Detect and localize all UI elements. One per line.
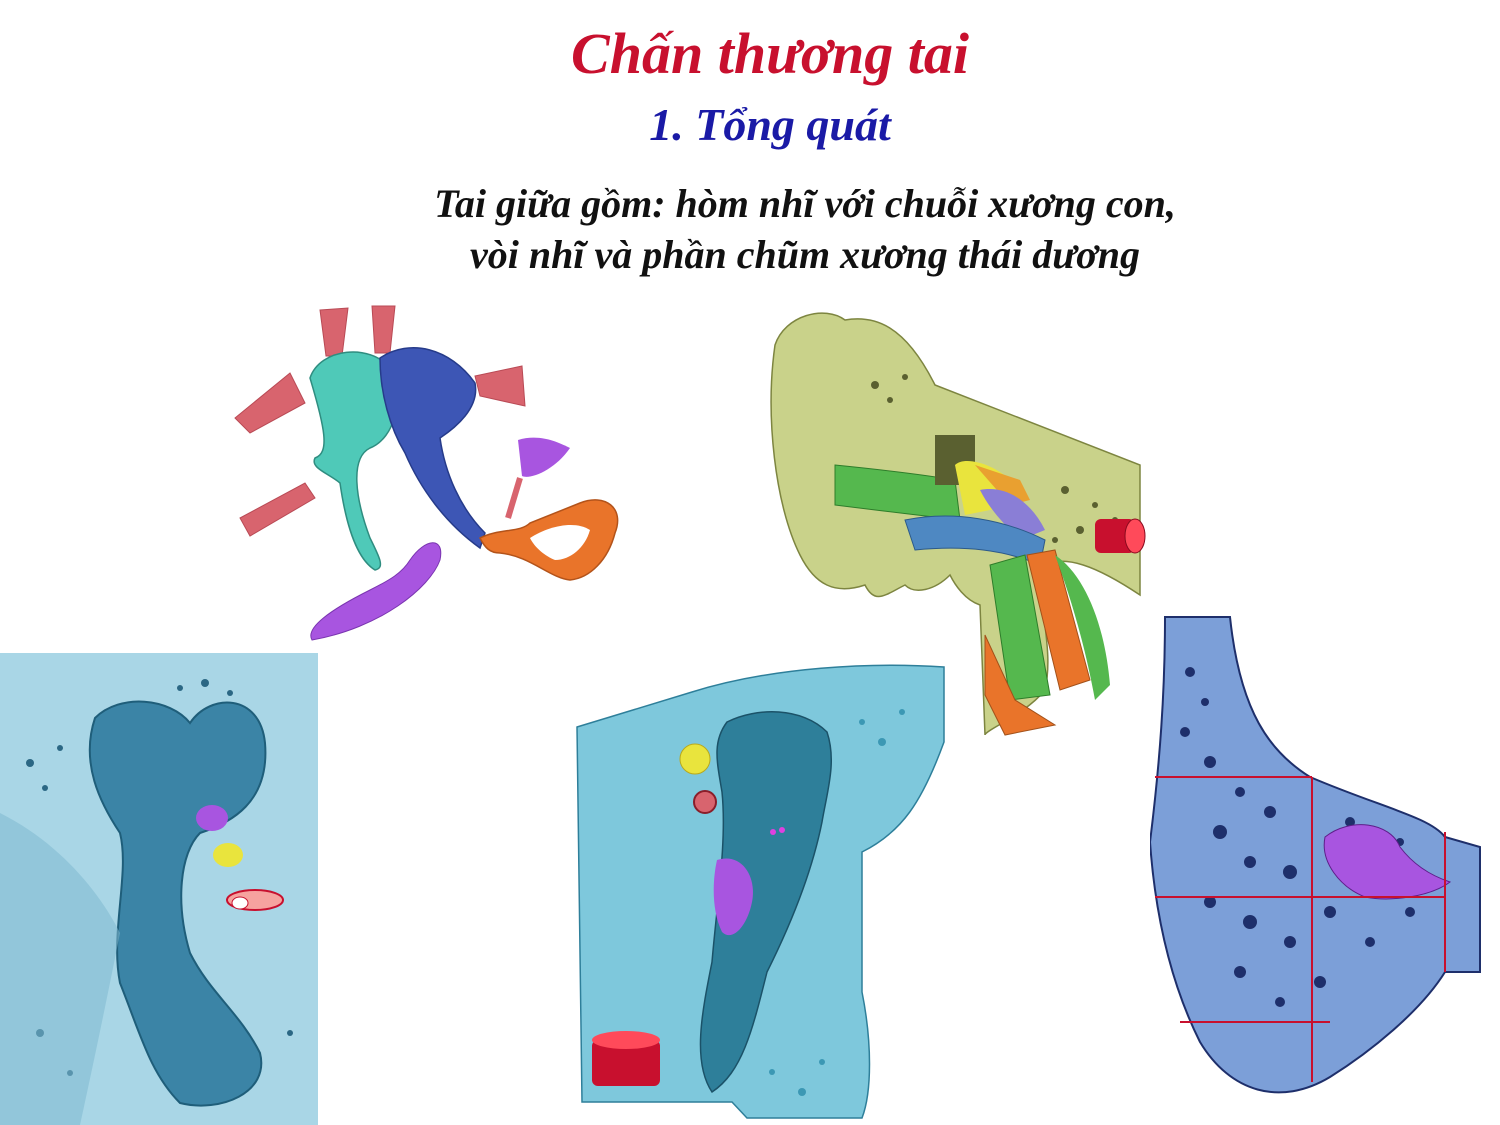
- mastoid-section: [1150, 612, 1490, 1112]
- ear-cross-section: [765, 305, 1150, 740]
- middle-ear-cast-left: [0, 653, 318, 1125]
- description: Tai giữa gồm: hòm nhĩ với chuỗi xương co…: [300, 178, 1310, 280]
- description-line-2: vòi nhĩ và phần chũm xương thái dương: [470, 232, 1140, 278]
- section-heading: 1. Tổng quát: [649, 99, 891, 150]
- description-line-1: Tai giữa gồm: hòm nhĩ với chuỗi xương co…: [434, 181, 1176, 226]
- middle-ear-cast-center: [572, 662, 946, 1120]
- slide-title: Chấn thương tai: [571, 21, 969, 86]
- ossicles-illustration: [230, 298, 630, 648]
